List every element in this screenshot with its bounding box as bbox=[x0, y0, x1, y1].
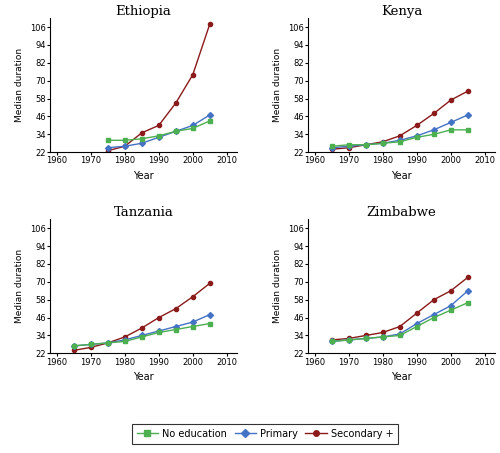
X-axis label: Year: Year bbox=[391, 171, 412, 181]
X-axis label: Year: Year bbox=[133, 372, 154, 382]
Y-axis label: Median duration: Median duration bbox=[16, 249, 24, 323]
Y-axis label: Median duration: Median duration bbox=[274, 48, 282, 122]
Title: Zimbabwe: Zimbabwe bbox=[366, 206, 436, 219]
Title: Tanzania: Tanzania bbox=[114, 206, 174, 219]
X-axis label: Year: Year bbox=[133, 171, 154, 181]
Title: Kenya: Kenya bbox=[381, 5, 422, 18]
Legend: No education, Primary, Secondary +: No education, Primary, Secondary + bbox=[132, 424, 398, 443]
X-axis label: Year: Year bbox=[391, 372, 412, 382]
Title: Ethiopia: Ethiopia bbox=[116, 5, 172, 18]
Y-axis label: Median duration: Median duration bbox=[16, 48, 24, 122]
Y-axis label: Median duration: Median duration bbox=[274, 249, 282, 323]
